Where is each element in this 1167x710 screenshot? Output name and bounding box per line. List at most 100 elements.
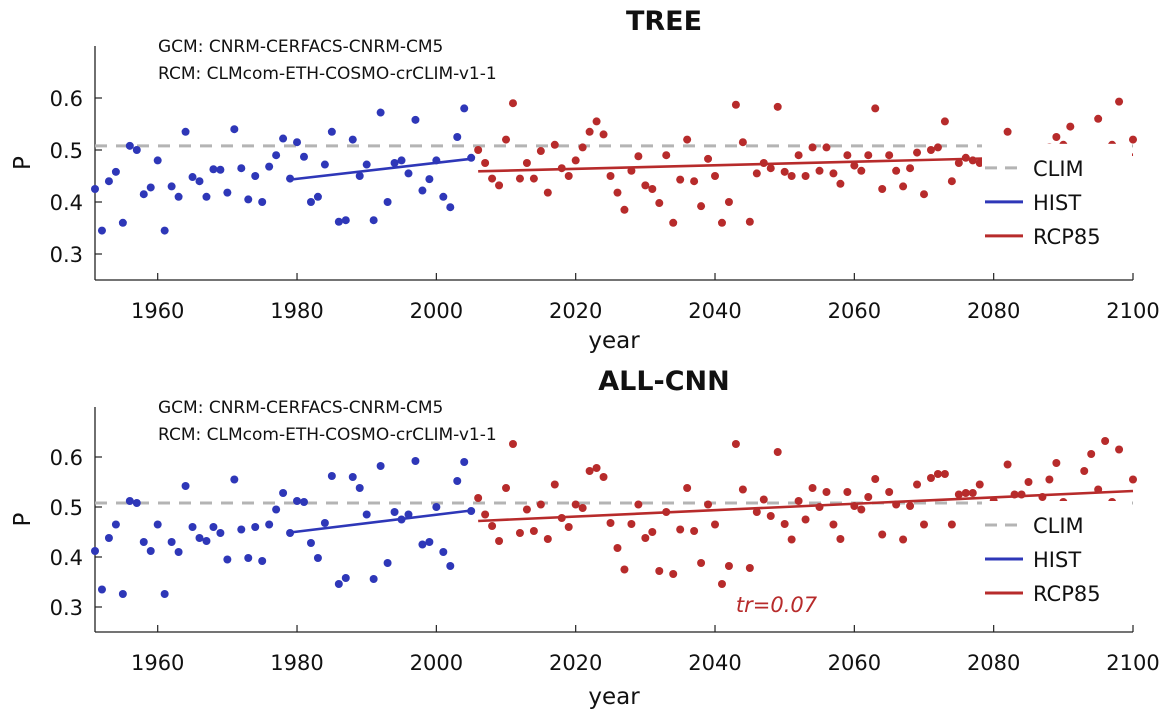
data-point xyxy=(237,164,246,173)
data-point xyxy=(223,555,232,564)
data-point xyxy=(293,138,302,147)
data-point xyxy=(711,172,720,180)
data-point xyxy=(160,226,169,235)
y-tick-label: 0.6 xyxy=(50,446,83,470)
data-point xyxy=(704,154,713,163)
data-point xyxy=(550,140,559,149)
data-point xyxy=(1045,475,1054,484)
legend-label-clim: CLIM xyxy=(1033,157,1084,181)
data-point xyxy=(334,217,343,226)
data-point xyxy=(683,135,692,144)
data-point xyxy=(920,520,929,529)
y-axis-label: P xyxy=(10,156,36,170)
data-point xyxy=(822,488,831,496)
data-point xyxy=(209,165,218,174)
data-point xyxy=(766,164,775,173)
data-point xyxy=(244,554,253,562)
data-point xyxy=(585,127,594,136)
data-point xyxy=(724,562,733,570)
data-point xyxy=(202,537,211,545)
data-point xyxy=(91,185,99,193)
data-point xyxy=(397,156,406,165)
chart-title: ALL-CNN xyxy=(598,366,730,397)
data-point xyxy=(174,548,183,556)
data-point xyxy=(634,500,643,509)
data-point xyxy=(947,520,956,529)
data-point xyxy=(167,182,176,191)
data-point xyxy=(153,156,162,165)
y-tick-label: 0.4 xyxy=(50,546,83,570)
data-point xyxy=(299,152,308,161)
data-point xyxy=(481,159,490,167)
data-point xyxy=(216,529,225,537)
data-point xyxy=(118,590,127,598)
data-point xyxy=(947,177,956,186)
data-point xyxy=(251,523,260,531)
trend-line-hist xyxy=(289,157,472,181)
data-point xyxy=(411,115,420,124)
data-point xyxy=(815,166,824,175)
data-point xyxy=(711,520,720,529)
data-point xyxy=(920,190,929,199)
data-point xyxy=(515,174,524,183)
data-point xyxy=(613,544,622,552)
data-point xyxy=(111,520,120,529)
data-point xyxy=(411,457,420,465)
series-hist xyxy=(91,457,476,598)
data-point xyxy=(801,172,810,180)
data-point xyxy=(251,172,260,180)
legend-label-clim: CLIM xyxy=(1033,514,1084,538)
data-point xyxy=(717,218,726,227)
data-point xyxy=(404,510,413,519)
data-point xyxy=(822,143,831,152)
data-point xyxy=(272,505,281,514)
data-point xyxy=(118,218,127,227)
data-point xyxy=(850,161,859,170)
data-point xyxy=(481,510,490,519)
data-point xyxy=(362,160,371,169)
data-point xyxy=(585,467,594,475)
data-point xyxy=(731,440,740,448)
x-axis-label: year xyxy=(588,684,640,710)
data-point xyxy=(425,538,434,546)
data-point xyxy=(341,574,350,582)
data-point xyxy=(843,488,852,496)
data-point xyxy=(91,547,99,555)
data-point xyxy=(320,160,329,169)
data-point xyxy=(857,166,866,175)
data-point xyxy=(578,143,587,152)
data-point xyxy=(738,485,747,494)
data-point xyxy=(529,174,538,183)
data-point xyxy=(571,500,580,509)
data-point xyxy=(564,523,573,531)
data-point xyxy=(704,500,713,509)
data-point xyxy=(773,102,782,111)
data-point xyxy=(1115,445,1124,454)
data-point xyxy=(899,182,908,191)
data-point xyxy=(181,482,190,490)
data-point xyxy=(111,167,120,176)
data-point xyxy=(230,125,239,134)
trend-annotation: tr=0.07 xyxy=(736,593,818,617)
data-point xyxy=(460,458,469,466)
data-point xyxy=(697,202,706,211)
data-point xyxy=(341,216,350,225)
chart-panel-2: ALL-CNN 1960 1980 2000 2020 2040 2060 2080 2100 0… xyxy=(10,366,1160,710)
data-point xyxy=(550,480,559,489)
data-point xyxy=(857,505,866,514)
y-tick-label: 0.3 xyxy=(50,596,83,620)
data-point xyxy=(578,504,587,512)
data-point xyxy=(536,500,545,509)
data-point xyxy=(160,590,169,598)
data-point xyxy=(864,151,873,160)
y-tick-label: 0.6 xyxy=(50,87,83,111)
series-hist xyxy=(91,104,476,235)
data-point xyxy=(1115,97,1124,106)
data-point xyxy=(690,527,699,535)
rcm-label: RCM: CLMcom-ETH-COSMO-crCLIM-v1-1 xyxy=(158,64,497,84)
data-point xyxy=(202,192,211,201)
data-point xyxy=(453,477,462,485)
data-point xyxy=(1003,460,1012,469)
legend-label-rcp85: RCP85 xyxy=(1033,225,1101,249)
data-point xyxy=(543,535,552,543)
